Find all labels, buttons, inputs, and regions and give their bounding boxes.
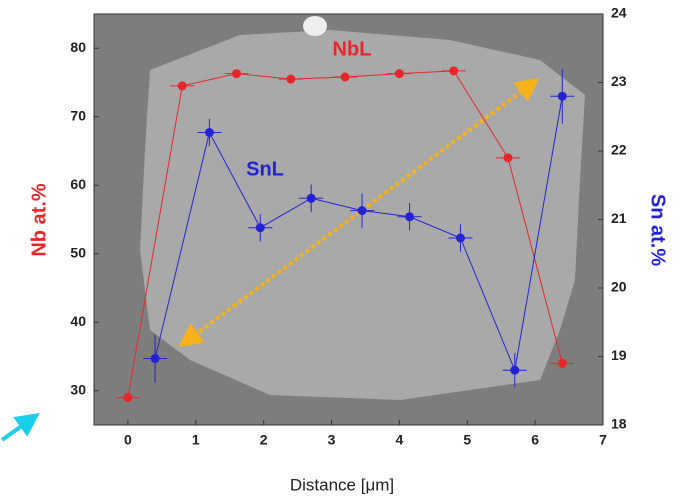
data-point xyxy=(358,206,367,215)
y2-tick-label: 19 xyxy=(611,347,627,363)
data-point xyxy=(232,69,241,78)
data-point xyxy=(307,194,316,203)
x-tick-label: 6 xyxy=(531,432,539,448)
data-point xyxy=(449,66,458,75)
y2-tick-label: 18 xyxy=(611,416,627,432)
y2-axis-label: Sn at.% xyxy=(647,194,669,266)
data-point xyxy=(456,233,465,242)
x-tick-label: 1 xyxy=(192,432,200,448)
y-tick-label: 80 xyxy=(70,39,86,55)
y2-tick-label: 21 xyxy=(611,210,627,226)
y2-tick-label: 22 xyxy=(611,142,627,158)
x-tick-label: 5 xyxy=(463,432,471,448)
data-point xyxy=(558,359,567,368)
annotation: SnL xyxy=(246,158,284,180)
data-point xyxy=(405,212,414,221)
annotation: NbL xyxy=(333,38,372,60)
data-point xyxy=(341,73,350,82)
sem-particle xyxy=(303,16,327,36)
data-point xyxy=(510,366,519,375)
pointer-arrow xyxy=(2,420,30,440)
x-tick-label: 0 xyxy=(124,432,132,448)
x-tick-label: 4 xyxy=(396,432,404,448)
y-tick-label: 50 xyxy=(70,244,86,260)
x-tick-label: 2 xyxy=(260,432,268,448)
y2-tick-label: 20 xyxy=(611,279,627,295)
y-tick-label: 30 xyxy=(70,381,86,397)
data-point xyxy=(205,128,214,137)
x-tick-label: 7 xyxy=(599,432,607,448)
data-point xyxy=(558,92,567,101)
page: {"chart_data": {"type": "line", "x_label… xyxy=(0,0,685,502)
x-tick-label: 3 xyxy=(328,432,336,448)
y-tick-label: 40 xyxy=(70,313,86,329)
y-tick-label: 60 xyxy=(70,176,86,192)
x-axis-label: Distance [μm] xyxy=(290,475,394,494)
y-tick-label: 70 xyxy=(70,107,86,123)
data-point xyxy=(395,69,404,78)
data-point xyxy=(151,354,160,363)
data-point xyxy=(123,393,132,402)
chart: Distance [μm] Nb at.% Sn at.% 0123456730… xyxy=(0,0,685,502)
data-point xyxy=(286,75,295,84)
y-axis-label: Nb at.% xyxy=(28,183,50,257)
y2-tick-label: 24 xyxy=(611,5,627,21)
data-point xyxy=(178,81,187,90)
y2-tick-label: 23 xyxy=(611,73,627,89)
data-point xyxy=(256,223,265,232)
data-point xyxy=(503,153,512,162)
